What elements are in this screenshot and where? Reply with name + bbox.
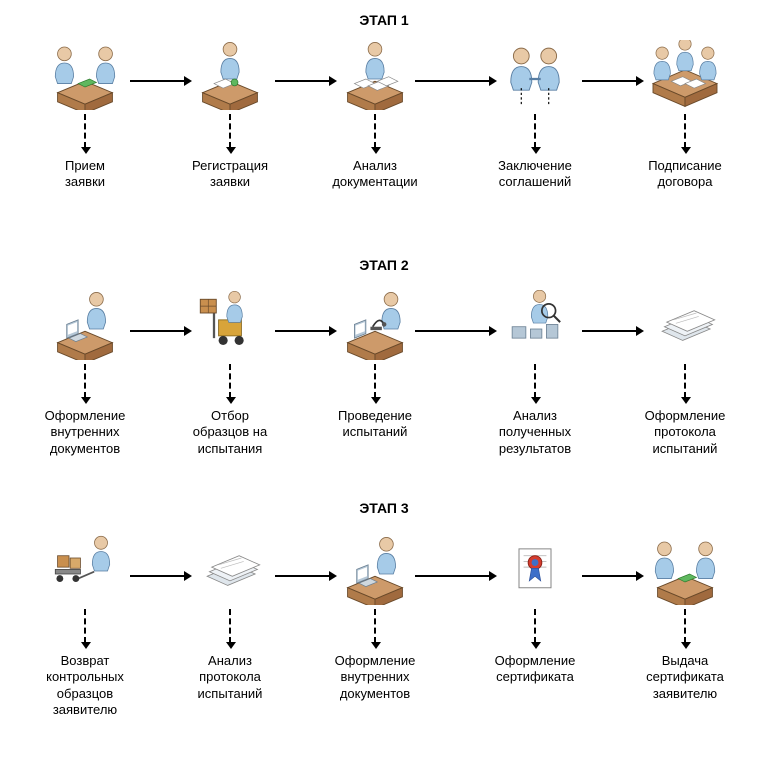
- stage-title-1: ЭТАП 1: [0, 12, 768, 28]
- person-desk-docs-icon: [335, 40, 415, 110]
- stage-title-2: ЭТАП 2: [0, 257, 768, 273]
- paper-stack-icon: [190, 535, 270, 605]
- flow-step: Оформление сертификата: [470, 535, 600, 686]
- paper-stack-icon: [645, 290, 725, 360]
- step-label: Оформление внутренних документов: [20, 408, 150, 457]
- step-label: Анализ документации: [310, 158, 440, 191]
- flow-step: Анализ протокола испытаний: [165, 535, 295, 702]
- person-desk-paper-icon: [190, 40, 270, 110]
- dashed-arrow-down: [229, 609, 231, 643]
- meeting-table-icon: [645, 40, 725, 110]
- person-computer-icon: [45, 290, 125, 360]
- flow-step: Отбор образцов на испытания: [165, 290, 295, 457]
- dashed-arrow-down: [84, 114, 86, 148]
- step-label: Проведение испытаний: [310, 408, 440, 441]
- step-label: Оформление протокола испытаний: [620, 408, 750, 457]
- step-label: Прием заявки: [20, 158, 150, 191]
- flow-step: Регистрация заявки: [165, 40, 295, 191]
- dashed-arrow-down: [534, 364, 536, 398]
- step-label: Возврат контрольных образцов заявителю: [20, 653, 150, 718]
- dashed-arrow-down: [534, 609, 536, 643]
- two-people-handshake-icon: [495, 40, 575, 110]
- step-label: Регистрация заявки: [165, 158, 295, 191]
- step-label: Оформление внутренних документов: [310, 653, 440, 702]
- step-label: Выдача сертификата заявителю: [620, 653, 750, 702]
- certificate-icon: [495, 535, 575, 605]
- dashed-arrow-down: [374, 609, 376, 643]
- flow-step: Проведение испытаний: [310, 290, 440, 441]
- two-people-desk-icon: [45, 40, 125, 110]
- flow-step: Оформление внутренних документов: [310, 535, 440, 702]
- step-label: Анализ полученных результатов: [470, 408, 600, 457]
- flow-step: Заключение соглашений: [470, 40, 600, 191]
- step-label: Подписание договора: [620, 158, 750, 191]
- flow-step: Оформление протокола испытаний: [620, 290, 750, 457]
- dashed-arrow-down: [684, 114, 686, 148]
- step-label: Заключение соглашений: [470, 158, 600, 191]
- flow-step: Подписание договора: [620, 40, 750, 191]
- forklift-icon: [190, 290, 270, 360]
- step-label: Анализ протокола испытаний: [165, 653, 295, 702]
- two-people-desk-icon: [645, 535, 725, 605]
- cart-boxes-icon: [45, 535, 125, 605]
- flow-step: Возврат контрольных образцов заявителю: [20, 535, 150, 718]
- flow-step: Прием заявки: [20, 40, 150, 191]
- stage-title-3: ЭТАП 3: [0, 500, 768, 516]
- dashed-arrow-down: [229, 364, 231, 398]
- dashed-arrow-down: [374, 114, 376, 148]
- dashed-arrow-down: [229, 114, 231, 148]
- step-label: Оформление сертификата: [470, 653, 600, 686]
- dashed-arrow-down: [84, 364, 86, 398]
- flow-step: Анализ документации: [310, 40, 440, 191]
- dashed-arrow-down: [374, 364, 376, 398]
- dashed-arrow-down: [534, 114, 536, 148]
- step-label: Отбор образцов на испытания: [165, 408, 295, 457]
- flow-step: Анализ полученных результатов: [470, 290, 600, 457]
- dashed-arrow-down: [684, 364, 686, 398]
- analysis-magnifier-icon: [495, 290, 575, 360]
- dashed-arrow-down: [684, 609, 686, 643]
- flow-step: Выдача сертификата заявителю: [620, 535, 750, 702]
- lab-microscope-icon: [335, 290, 415, 360]
- flow-step: Оформление внутренних документов: [20, 290, 150, 457]
- person-computer-icon: [335, 535, 415, 605]
- dashed-arrow-down: [84, 609, 86, 643]
